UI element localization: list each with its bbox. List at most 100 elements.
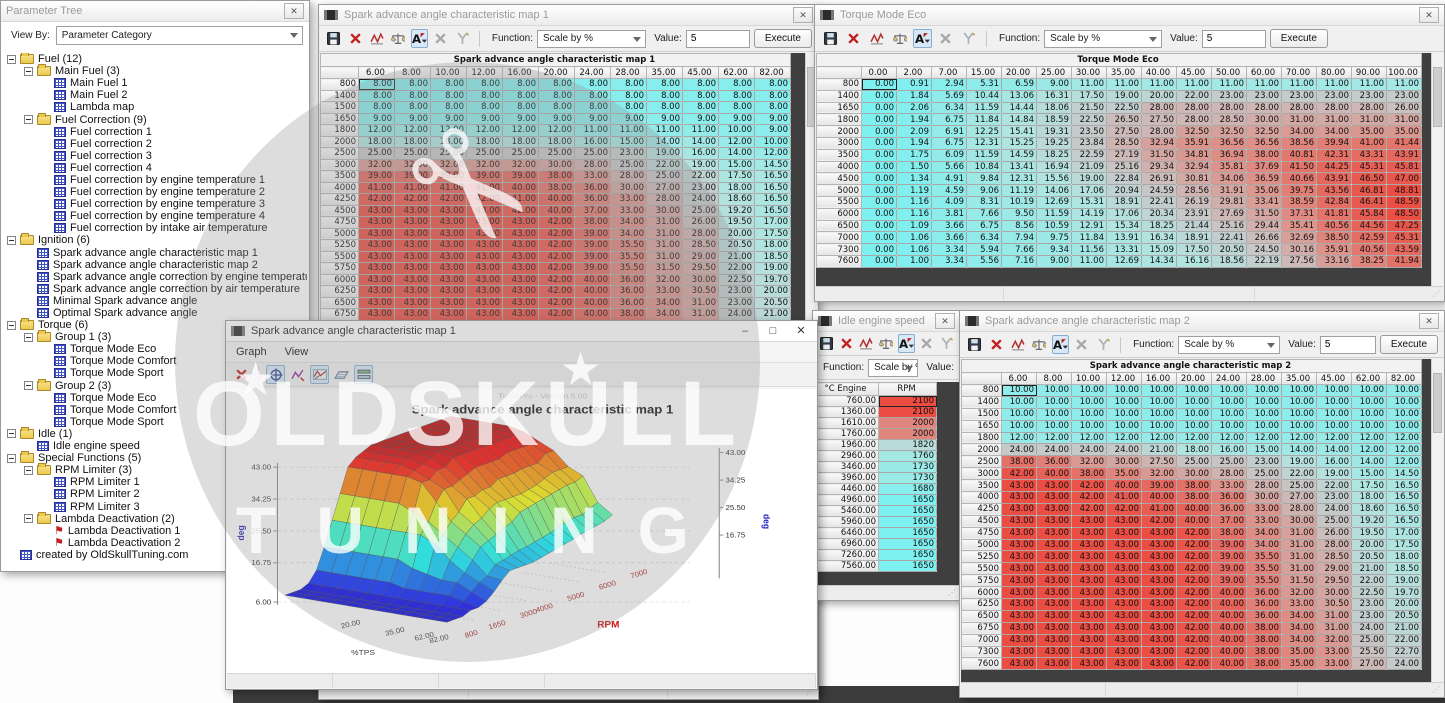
cell[interactable]: 36.00 [574,181,611,194]
cell[interactable]: 33.00 [646,285,683,298]
row-header[interactable]: 1650 [816,101,862,115]
tree-item[interactable]: Fuel correction by engine temperature 1 [3,174,307,186]
execute-button[interactable]: Execute [1269,29,1328,48]
cell[interactable]: 38.56 [1281,136,1317,150]
cell[interactable]: 9.00 [466,112,503,125]
cell[interactable]: 10.00 [1001,419,1037,433]
cell[interactable]: 25.00 [502,147,539,160]
cell[interactable]: 43.00 [358,262,395,275]
cell[interactable]: 1650 [878,505,937,517]
cell[interactable]: 32.00 [502,158,539,171]
cell[interactable]: 33.16 [1316,254,1352,268]
cell[interactable]: 12.00 [394,124,431,137]
cell[interactable]: 18.60 [1351,502,1387,516]
cell[interactable]: 40.00 [574,285,611,298]
cell[interactable]: 35.00 [1281,645,1317,659]
cell[interactable]: 48.81 [1386,184,1422,197]
cell[interactable]: 19.31 [1036,125,1072,138]
cell[interactable]: 19.00 [1386,574,1422,588]
cell[interactable]: 14.00 [682,135,719,148]
execute-button[interactable]: Execute [1379,335,1439,354]
cell[interactable]: 34.00 [1281,609,1317,623]
cell[interactable]: 39.00 [574,262,611,275]
cell[interactable]: 31.00 [1281,526,1317,540]
cell[interactable]: 12.00 [1386,431,1422,445]
cell[interactable]: 10.00 [1281,395,1317,409]
cell[interactable]: 9.00 [682,112,719,125]
cell[interactable]: 12.00 [1281,431,1317,445]
cell[interactable]: 43.00 [502,250,539,263]
cell[interactable]: 13.41 [1001,160,1037,174]
expander-icon[interactable] [7,320,16,330]
row-header[interactable]: 1650 [320,112,359,125]
cell[interactable]: 43.00 [1071,657,1107,671]
cell[interactable]: 24.00 [682,193,719,206]
cell[interactable]: 21.09 [1071,160,1107,174]
cell[interactable]: 28.50 [682,239,719,252]
cell[interactable]: 6.34 [931,101,967,115]
cell[interactable]: 43.00 [1071,514,1107,528]
cell[interactable]: 9.00 [430,112,467,125]
cell[interactable]: 8.00 [430,101,467,114]
cell[interactable]: 43.00 [502,296,539,309]
cell[interactable]: 30.81 [1176,172,1212,186]
cell[interactable]: 22.50 [1106,101,1142,115]
cell[interactable]: 15.34 [1106,219,1142,233]
cell[interactable]: 17.50 [1071,89,1107,103]
delete-icon[interactable] [987,335,1004,354]
cell[interactable]: 0.00 [861,184,897,197]
cell[interactable]: 9.75 [1036,231,1072,245]
cell[interactable]: 39.00 [394,170,431,183]
cell[interactable]: 19.20 [718,204,755,217]
delete-icon[interactable] [346,29,363,48]
cell[interactable]: 2.94 [931,78,967,91]
cell[interactable]: 8.00 [682,101,719,114]
tree-item[interactable]: RPM Limiter 3 [3,500,307,513]
cell[interactable]: 8.00 [430,78,467,91]
cell[interactable]: 43.00 [1001,562,1037,576]
col-header[interactable]: 8.00 [1036,372,1072,385]
cell[interactable]: 43.00 [1106,550,1142,564]
cell[interactable]: 43.00 [466,204,503,217]
font-style-icon[interactable]: A [410,29,429,48]
row-header[interactable]: 2960.00 [814,450,879,462]
cell[interactable]: 8.00 [394,89,431,102]
tree-item[interactable]: Spark advance angle characteristic map 2 [3,259,307,271]
cell[interactable]: 38.00 [1001,455,1037,469]
cell[interactable]: 10.00 [1316,395,1352,409]
cell[interactable]: 27.00 [1351,657,1387,671]
plane-view-icon[interactable] [332,365,351,384]
cell[interactable]: 36.00 [1036,455,1072,469]
cell[interactable]: 32.50 [1246,125,1282,138]
tree-item[interactable]: Torque Mode Eco [3,343,307,355]
cell[interactable]: 38.00 [538,181,575,194]
cell[interactable]: 18.50 [754,250,791,263]
cell[interactable]: 18.60 [718,193,755,206]
cell[interactable]: 22.00 [646,158,683,171]
row-header[interactable]: 7300 [816,243,862,256]
cell[interactable]: 11.84 [966,113,1002,127]
col-header[interactable]: 62.00 [718,66,755,79]
cell[interactable]: 6.75 [966,219,1002,233]
cell[interactable]: 5.56 [966,254,1002,268]
cell[interactable]: 28.00 [1211,101,1247,115]
cell[interactable]: 6.34 [966,231,1002,245]
cell[interactable]: 21.50 [1071,101,1107,115]
cell[interactable]: 11.00 [1176,78,1212,91]
cell[interactable]: 43.00 [502,216,539,229]
cell[interactable]: 25.00 [1281,479,1317,493]
cell[interactable]: 18.00 [1351,491,1387,504]
cell[interactable]: 46.41 [1351,195,1387,209]
cell[interactable]: 41.00 [502,193,539,206]
cell[interactable]: 42.00 [1071,491,1107,504]
cell[interactable]: 21.00 [1141,443,1177,457]
cell[interactable]: 19.00 [682,158,719,171]
cell[interactable]: 36.56 [1246,136,1282,150]
cell[interactable]: 5.31 [966,78,1002,91]
cell[interactable]: 24.00 [1071,443,1107,457]
tree-item[interactable]: Fuel correction by engine temperature 2 [3,186,307,198]
row-header[interactable]: 1500 [320,101,359,114]
cell[interactable]: 27.50 [1106,125,1142,138]
cell[interactable]: 18.00 [718,181,755,194]
cell[interactable]: 35.50 [1246,550,1282,564]
